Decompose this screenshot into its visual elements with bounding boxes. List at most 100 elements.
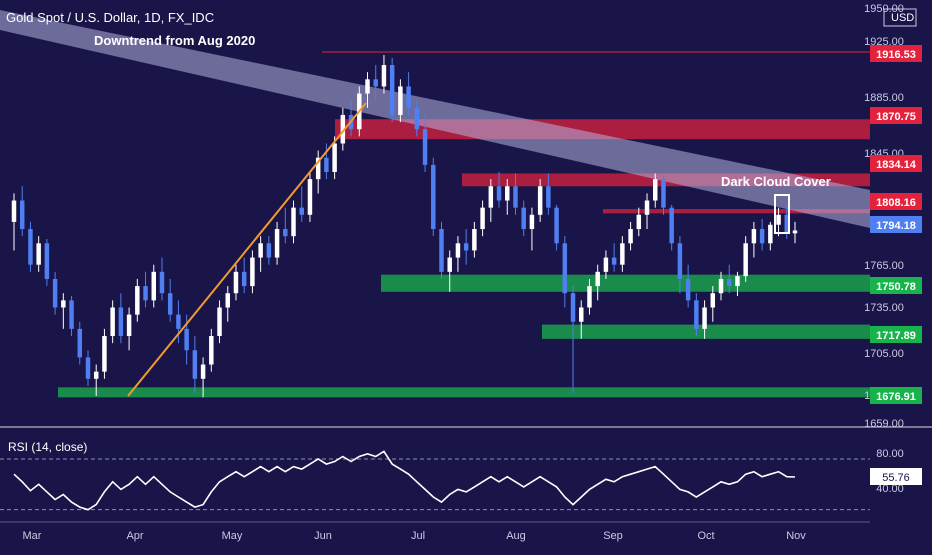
dark-cloud-cover-box [774, 194, 790, 234]
candle-body [209, 336, 214, 365]
candle-body [266, 243, 272, 258]
candle-body [702, 307, 707, 329]
candle-body [365, 79, 370, 94]
candle-body [93, 371, 99, 379]
x-tick-label: Sep [603, 530, 623, 542]
candle-body [537, 186, 543, 215]
x-tick-label: Oct [697, 530, 714, 542]
candle-body [784, 214, 790, 234]
y-tick-label: 1885.00 [864, 92, 904, 104]
chart-title: Gold Spot / U.S. Dollar, 1D, FX_IDC [6, 10, 214, 25]
candle-body [233, 271, 239, 294]
candle-body [718, 278, 724, 294]
price-label: 1808.16 [876, 197, 916, 209]
candle-body [447, 257, 452, 272]
candle-body [751, 229, 757, 244]
candle-body [505, 186, 510, 201]
candle-body [414, 107, 420, 130]
candle-body [373, 79, 378, 87]
x-tick-label: Jun [314, 530, 332, 542]
candle-body [554, 207, 559, 244]
candle-body [19, 200, 25, 230]
candle-body [77, 328, 83, 358]
x-tick-label: Mar [23, 530, 42, 542]
candle-body [324, 157, 329, 173]
candle-body [620, 243, 625, 265]
rsi-current-value: 55.76 [882, 472, 910, 484]
price-label-box [870, 387, 922, 404]
candle-body [118, 307, 124, 337]
candle-body [439, 229, 444, 272]
downtrend-channel [0, 10, 870, 228]
x-tick-label: Aug [506, 530, 526, 542]
price-label: 1750.78 [876, 281, 916, 293]
candle-body [176, 314, 181, 329]
uptrend-line [127, 102, 367, 397]
downtrend-annotation: Downtrend from Aug 2020 [94, 33, 255, 48]
price-label: 1870.75 [876, 111, 916, 123]
candle-body [258, 243, 263, 258]
rsi-line [13, 450, 796, 511]
candle-body [307, 179, 313, 215]
candle-body [102, 336, 107, 372]
candle-body [792, 230, 798, 234]
candle-body [61, 300, 66, 308]
y-tick-label: 1705.00 [864, 348, 904, 360]
resistance-zone [603, 209, 870, 214]
candle-body [595, 271, 600, 287]
candle-body [653, 179, 658, 201]
candle-body [603, 257, 609, 272]
price-label-box [870, 155, 922, 172]
candle-body [44, 243, 50, 279]
currency-label[interactable]: USD [891, 12, 914, 24]
candle-body [135, 286, 140, 315]
candle-body [36, 243, 41, 265]
candle-body [587, 286, 592, 308]
candle-body [299, 207, 304, 215]
candle-body [669, 207, 674, 244]
candle-body [192, 350, 198, 379]
candle-body [546, 186, 551, 208]
candle-body [110, 307, 115, 337]
support-zone [381, 274, 870, 292]
price-label-box [870, 216, 922, 233]
candle-body [151, 271, 156, 301]
price-label: 1717.89 [876, 330, 916, 342]
price-label-box [870, 277, 922, 294]
y-tick-label: 1659.00 [864, 418, 904, 430]
price-label-box [870, 193, 922, 210]
candle-body [472, 229, 477, 251]
price-label-box [870, 107, 922, 124]
candle-body [143, 286, 148, 301]
candle-body [274, 229, 280, 258]
price-label: 1676.91 [876, 391, 916, 403]
candle-body [488, 186, 494, 208]
candle-body [628, 229, 633, 244]
candle-body [184, 328, 189, 351]
candle-body [496, 186, 502, 201]
y-tick-label: 1735.00 [864, 302, 904, 314]
x-tick-label: Nov [786, 530, 806, 542]
y-tick-label: 1765.00 [864, 260, 904, 272]
candle-body [11, 200, 17, 222]
candle-body [513, 186, 518, 208]
candle-body [126, 314, 132, 337]
candles-layer [11, 55, 798, 398]
x-tick-label: Apr [126, 530, 143, 542]
price-label-box [870, 326, 922, 343]
candle-body [85, 357, 91, 379]
candle-body [225, 293, 230, 308]
candle-body [661, 179, 666, 208]
x-tick-label: Jul [411, 530, 425, 542]
currency-box [883, 8, 917, 27]
candle-body [28, 229, 33, 265]
candle-body [422, 129, 428, 165]
candle-body [611, 257, 617, 265]
candle-body [685, 278, 691, 301]
candle-body [570, 293, 576, 322]
candle-body [636, 214, 642, 230]
candle-body [200, 364, 206, 379]
pattern-annotation: Dark Cloud Cover [721, 174, 831, 189]
candle-body [332, 143, 337, 173]
